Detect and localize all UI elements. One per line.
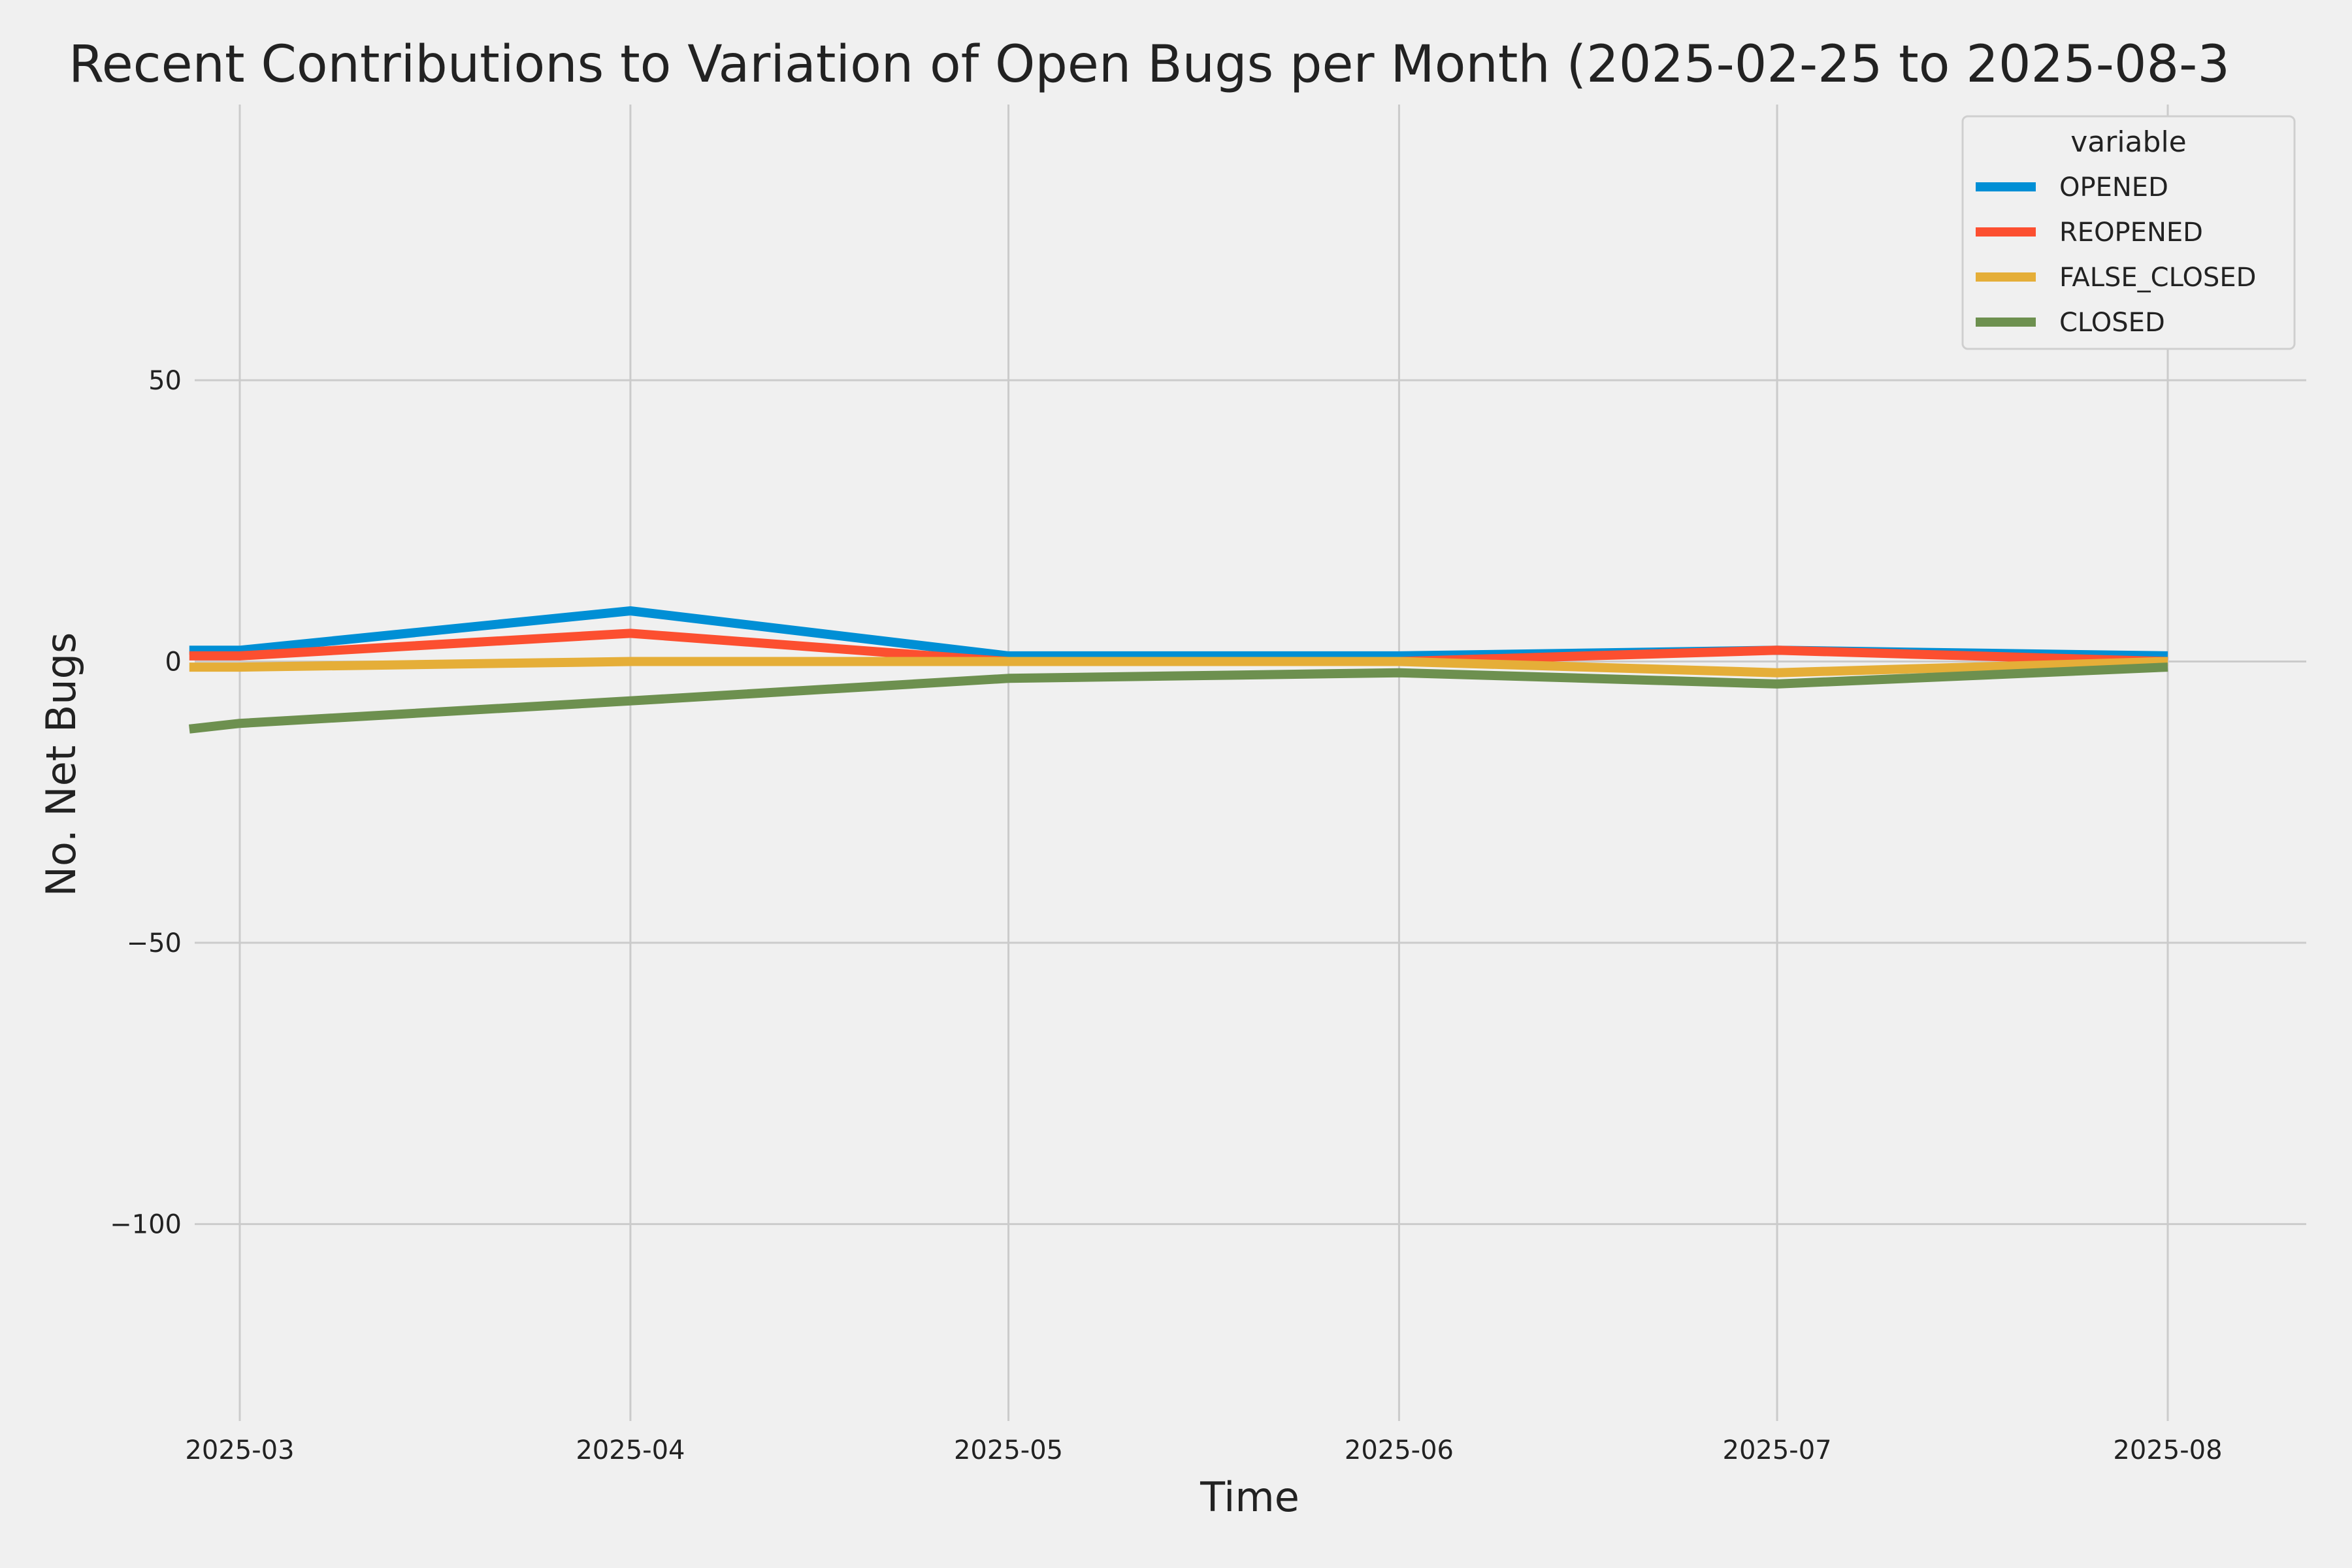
legend-title: variable xyxy=(2070,125,2187,159)
legend-label-closed: CLOSED xyxy=(2059,308,2165,338)
x-tick-label: 2025-03 xyxy=(185,1435,294,1465)
y-tick-label: 50 xyxy=(148,366,182,396)
chart-title: Recent Contributions to Variation of Ope… xyxy=(69,35,2230,94)
legend-box xyxy=(1961,115,2296,350)
x-tick-label: 2025-08 xyxy=(2113,1435,2222,1465)
legend-items: OPENED REOPENED FALSE_CLOSED CLOSED xyxy=(1976,172,2256,338)
legend-label-reopened: REOPENED xyxy=(2059,218,2203,248)
x-tick-label: 2025-04 xyxy=(576,1435,685,1465)
x-tick-label: 2025-07 xyxy=(1723,1435,1832,1465)
y-tick-label: −50 xyxy=(127,928,182,958)
x-tick-label: 2025-05 xyxy=(954,1435,1063,1465)
series-line-false-closed xyxy=(189,657,2168,678)
x-axis-label: Time xyxy=(1200,1473,1299,1521)
series-line-closed xyxy=(189,662,2168,734)
series-lines xyxy=(189,606,2168,734)
legend: variable OPENED REOPENED FALSE_CLOSED CLOSE… xyxy=(1961,115,2296,350)
y-axis-label: No. Net Bugs xyxy=(37,632,85,897)
x-tick-label: 2025-06 xyxy=(1345,1435,1454,1465)
y-tick-label: 0 xyxy=(165,647,182,678)
legend-label-opened: OPENED xyxy=(2059,172,2168,203)
tick-labels: 2025-03 2025-04 2025-05 2025-06 2025-07 2025-… xyxy=(110,366,2222,1465)
y-tick-label: −100 xyxy=(110,1210,182,1240)
legend-label-false-closed: FALSE_CLOSED xyxy=(2059,263,2256,293)
